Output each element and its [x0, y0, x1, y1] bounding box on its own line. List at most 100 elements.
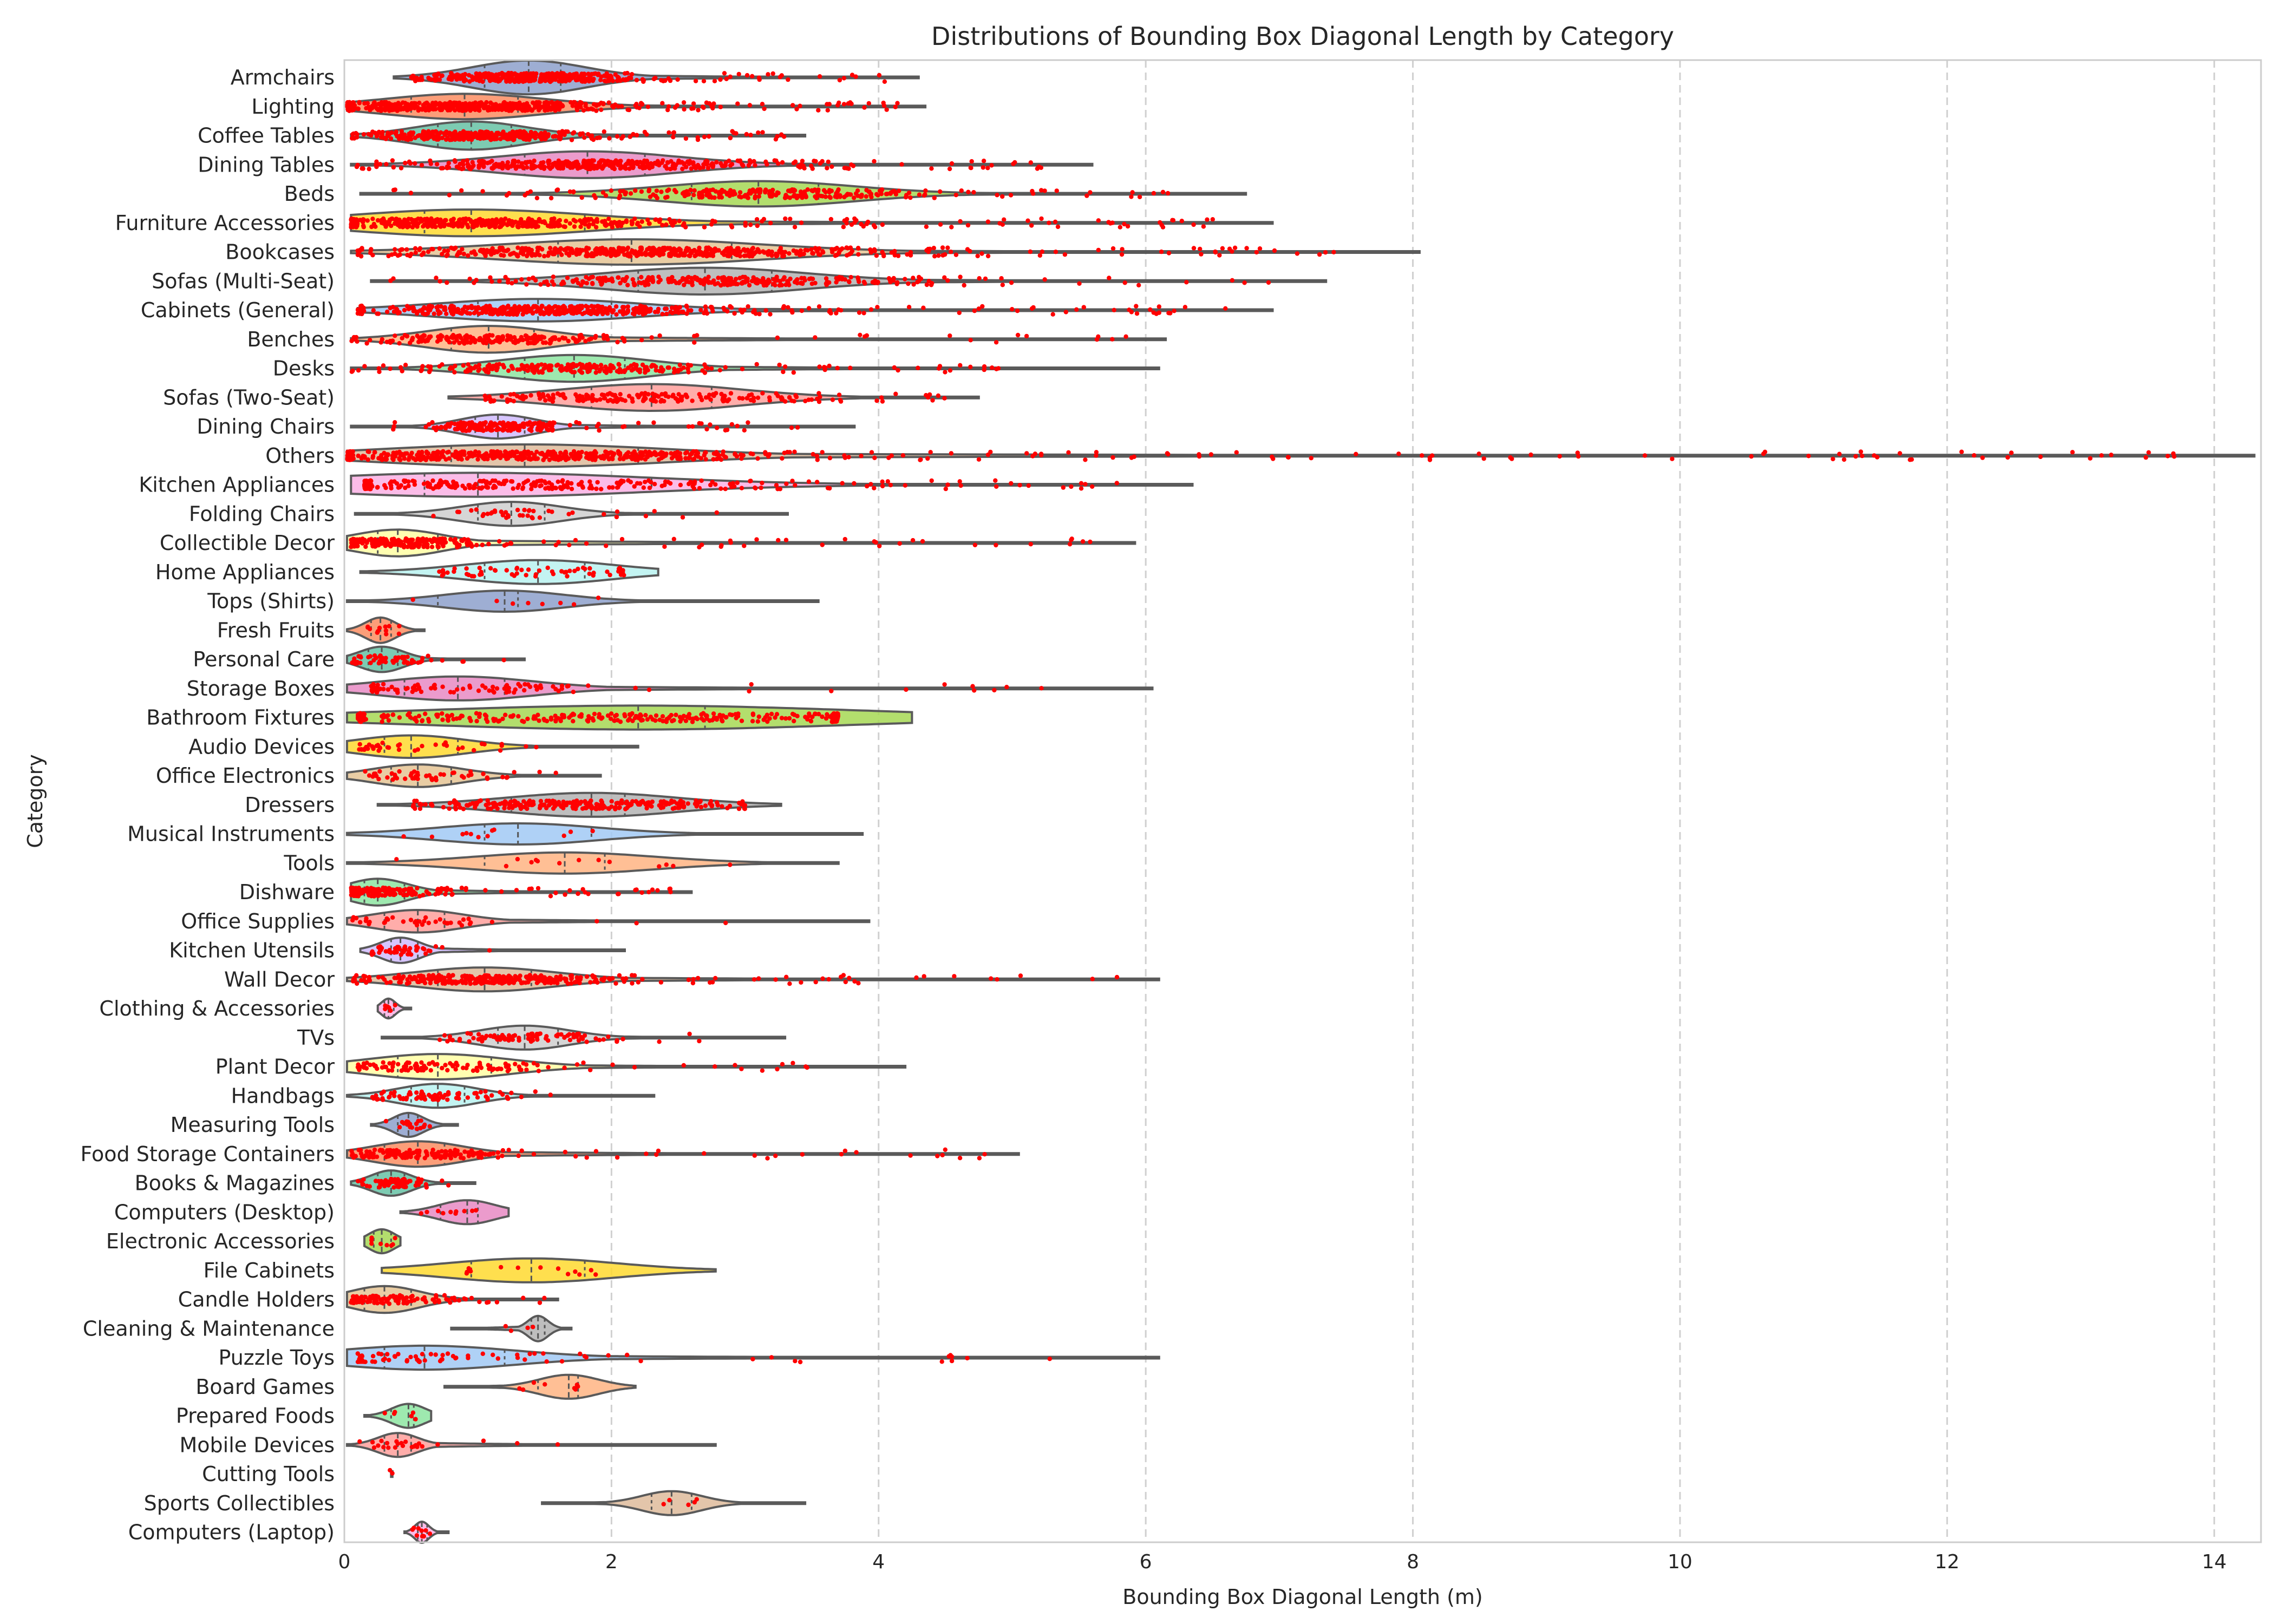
- data-point: [446, 165, 451, 169]
- data-point: [603, 364, 608, 369]
- data-point: [479, 427, 483, 433]
- data-point: [618, 189, 623, 194]
- data-point: [1210, 217, 1215, 222]
- data-point: [499, 246, 504, 251]
- data-point: [578, 247, 583, 252]
- data-point: [1062, 252, 1068, 257]
- data-point: [1254, 250, 1259, 255]
- data-point: [637, 280, 642, 285]
- data-point: [660, 222, 665, 228]
- data-point: [936, 253, 941, 258]
- data-point: [667, 217, 672, 222]
- violin-body: [345, 822, 864, 846]
- data-point: [938, 189, 943, 194]
- data-point: [786, 77, 790, 82]
- data-point: [524, 282, 529, 287]
- data-point: [850, 248, 855, 253]
- data-point: [1009, 280, 1014, 285]
- data-point: [550, 71, 555, 76]
- data-point: [994, 366, 999, 371]
- data-point: [543, 136, 547, 142]
- data-point: [472, 310, 477, 316]
- data-point: [813, 280, 818, 286]
- data-point: [745, 247, 750, 252]
- data-point: [716, 276, 721, 280]
- data-point: [615, 134, 620, 139]
- data-point: [515, 428, 520, 433]
- data-point: [578, 131, 583, 136]
- data-point: [872, 159, 877, 164]
- data-point: [841, 102, 847, 107]
- data-point: [570, 370, 575, 375]
- data-point: [903, 195, 909, 200]
- violin-body: [345, 1083, 656, 1109]
- data-point: [520, 366, 525, 371]
- data-point: [650, 391, 655, 396]
- data-point: [547, 341, 552, 346]
- data-point: [663, 391, 668, 396]
- data-point: [443, 106, 448, 110]
- data-point: [857, 279, 861, 284]
- data-point: [542, 280, 547, 285]
- data-point: [930, 398, 935, 403]
- data-point: [394, 306, 399, 311]
- data-point: [461, 129, 466, 134]
- data-point: [427, 422, 432, 427]
- data-point: [697, 392, 702, 397]
- data-point: [623, 190, 629, 195]
- data-point: [402, 217, 407, 222]
- data-point: [517, 133, 522, 138]
- data-point: [968, 248, 972, 254]
- data-point: [618, 309, 623, 314]
- data-point: [700, 194, 705, 200]
- data-point: [453, 335, 458, 340]
- violin-body: [345, 763, 602, 788]
- data-point: [853, 191, 859, 196]
- data-point: [983, 276, 988, 281]
- data-point: [672, 188, 677, 193]
- data-point: [997, 221, 1002, 226]
- data-point: [421, 333, 426, 338]
- data-point: [440, 135, 445, 140]
- data-point: [554, 75, 559, 80]
- data-point: [367, 166, 371, 172]
- data-point: [695, 162, 701, 168]
- data-point: [747, 283, 752, 288]
- data-point: [666, 104, 671, 109]
- data-point: [625, 307, 631, 313]
- data-point: [627, 159, 632, 164]
- data-point: [434, 162, 440, 167]
- data-point: [388, 305, 393, 311]
- data-point: [753, 163, 757, 168]
- data-point: [458, 250, 462, 255]
- data-point: [644, 132, 649, 137]
- data-point: [604, 248, 609, 253]
- data-point: [378, 340, 383, 345]
- data-point: [437, 77, 442, 82]
- data-point: [418, 217, 423, 221]
- data-point: [505, 333, 510, 338]
- data-point: [465, 340, 470, 345]
- data-point: [377, 162, 383, 167]
- data-point: [445, 252, 450, 257]
- data-point: [817, 364, 822, 369]
- data-point: [558, 166, 563, 171]
- data-point: [476, 368, 481, 373]
- data-point: [851, 163, 856, 168]
- data-point: [643, 370, 648, 375]
- data-point: [485, 335, 490, 340]
- data-point: [737, 158, 743, 163]
- data-point: [548, 195, 554, 201]
- data-point: [750, 74, 755, 78]
- data-point: [530, 253, 534, 258]
- data-point: [460, 338, 465, 343]
- data-point: [962, 283, 966, 288]
- data-point: [823, 194, 828, 199]
- data-point: [703, 365, 708, 370]
- data-point: [530, 107, 535, 113]
- data-point: [579, 370, 584, 375]
- data-point: [754, 362, 759, 367]
- data-point: [462, 428, 468, 433]
- data-point: [665, 107, 670, 113]
- data-point: [802, 278, 807, 283]
